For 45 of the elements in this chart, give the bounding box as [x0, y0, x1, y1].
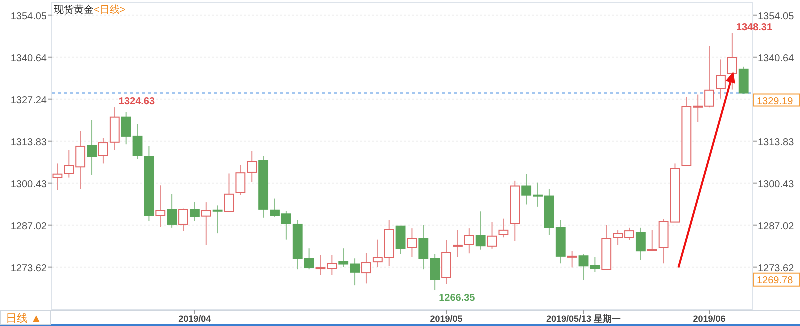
- candlestick: [727, 32, 738, 90]
- x-tick-label: 2019/05: [430, 314, 463, 324]
- candlestick: [224, 173, 234, 212]
- annotation: 1348.31: [736, 22, 773, 34]
- candlestick: [738, 66, 749, 94]
- chart-subtitle: <日线>: [94, 4, 126, 16]
- candlestick: [567, 250, 578, 268]
- y-tick-label: 1313.83: [10, 137, 48, 148]
- x-tick-label: 2019/06: [693, 314, 726, 324]
- x-tick-label: 2019/05/13 星期一: [546, 314, 622, 324]
- y2-tick-label: 1313.83: [758, 137, 795, 148]
- text: 1269.78: [757, 275, 794, 286]
- candlestick: [178, 208, 188, 232]
- candlestick: [396, 226, 406, 255]
- y-tick-label: 1273.62: [10, 263, 48, 274]
- candlestick: [212, 205, 223, 234]
- candlestick: [87, 120, 97, 176]
- annotation: 1266.35: [439, 293, 476, 304]
- y2-tick-label: 1300.43: [758, 179, 795, 190]
- candlestick: [716, 59, 726, 100]
- y-tick-label: 1300.43: [10, 179, 48, 190]
- y-tick-label: 1287.02: [10, 221, 48, 232]
- x-tick-label: 2019/04: [178, 314, 212, 324]
- candlestick: [362, 252, 372, 284]
- candlestick: [636, 227, 646, 261]
- y2-tick-label: 1354.05: [758, 11, 795, 22]
- candlestick: [201, 202, 212, 246]
- candlestick: [156, 185, 166, 228]
- ref-line-label: 1329.19: [757, 96, 794, 108]
- candlestick: [407, 228, 418, 258]
- text: 日线 ▲: [6, 312, 42, 325]
- candlestick: [167, 194, 178, 228]
- candlestick: [190, 202, 200, 222]
- y-tick-label: 1354.05: [10, 11, 48, 22]
- candlestick: [647, 230, 658, 252]
- candlestick: [498, 218, 509, 238]
- annotation: 1324.63: [118, 96, 156, 108]
- candlestick: [487, 221, 498, 250]
- chart-title: 现货黄金: [54, 4, 94, 16]
- y2-tick-label: 1340.64: [758, 53, 795, 64]
- candlestick: [476, 211, 486, 250]
- y2-tick-label: 1273.62: [758, 263, 795, 274]
- y-tick-label: 1340.64: [10, 53, 48, 64]
- y2-tick-label: 1287.02: [758, 221, 795, 232]
- y-tick-label: 1327.24: [10, 95, 48, 106]
